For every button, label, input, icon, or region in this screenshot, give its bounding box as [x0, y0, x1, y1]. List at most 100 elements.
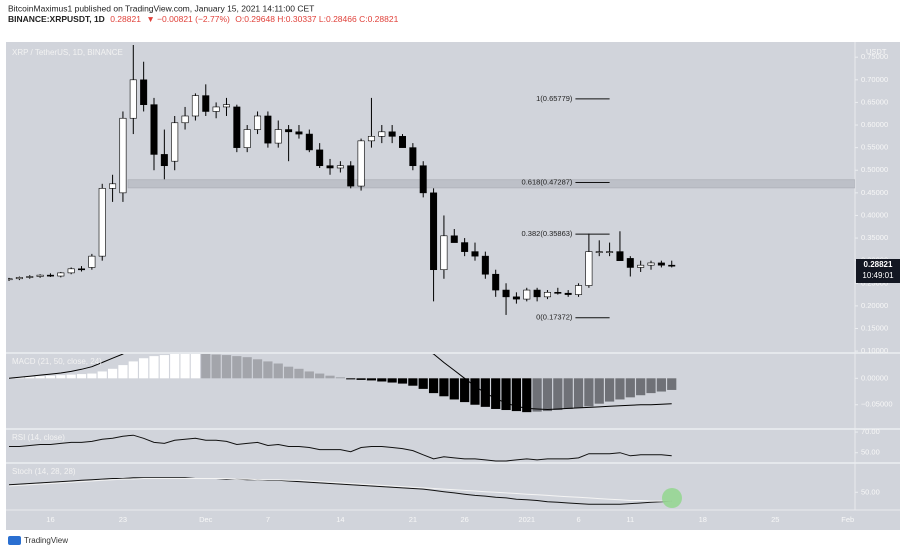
candle-body: [88, 255, 96, 268]
histogram-bar: [532, 378, 542, 412]
candle-body: [233, 106, 241, 148]
price: 0.28821: [110, 14, 141, 24]
histogram-bar: [128, 361, 138, 379]
histogram-bar: [221, 355, 232, 379]
candle-body: [409, 147, 417, 167]
histogram-bar: [211, 354, 221, 379]
candle-body: [399, 136, 407, 148]
countdown: 10:49:01: [862, 271, 894, 280]
histogram-bar: [118, 365, 128, 379]
histogram-bar: [377, 378, 387, 382]
pane-title: XRP / TetherUS, 1D, BINANCE: [12, 48, 123, 57]
y-tick-label: 0.10000: [861, 346, 888, 355]
indicator-line: [8, 478, 672, 502]
x-tick-label: Feb: [841, 515, 854, 524]
histogram-bar: [149, 356, 159, 379]
y-tick-label: 0.65000: [861, 97, 888, 106]
y-tick-label: 70.00: [861, 427, 880, 436]
zone: [127, 179, 855, 189]
pane: [8, 45, 855, 319]
histogram-bar: [460, 378, 470, 403]
publish-line: BitcoinMaximus1 published on TradingView…: [8, 3, 314, 13]
candle-body: [347, 165, 355, 187]
brand-logo: [8, 536, 21, 545]
histogram-bar: [397, 378, 408, 384]
chart-background: [6, 42, 900, 530]
candle-body: [461, 242, 469, 252]
histogram-bar: [366, 378, 377, 381]
candle-body: [202, 95, 210, 112]
candle-body: [212, 106, 220, 112]
candle-body: [585, 251, 593, 286]
fib-label: 1(0.65779): [536, 94, 573, 103]
histogram-bar: [284, 366, 294, 379]
candle-body: [554, 292, 562, 294]
y-tick-label: 0.35000: [861, 233, 888, 242]
x-tick-label: 18: [699, 515, 707, 524]
histogram-bar: [553, 378, 563, 411]
candle-body: [8, 278, 13, 281]
histogram-bar: [190, 354, 201, 379]
candle-body: [295, 131, 303, 135]
histogram-bar: [107, 368, 118, 379]
candle-body: [150, 104, 158, 155]
candle-body: [430, 192, 438, 271]
candle-body: [222, 104, 230, 108]
y-tick-label: −0.05000: [861, 400, 893, 409]
candle-body: [78, 268, 86, 271]
last-price-box: [856, 258, 900, 283]
histogram-bar: [428, 378, 439, 394]
histogram-bar: [542, 378, 553, 412]
candle-body: [367, 136, 375, 142]
y-tick-label: 0.20000: [861, 301, 888, 310]
candle-body: [26, 276, 34, 278]
fib-label: 0.618(0.47287): [522, 177, 573, 186]
x-tick-label: 21: [409, 515, 417, 524]
histogram-bar: [604, 378, 615, 402]
candle-body: [171, 122, 179, 162]
histogram-bar: [232, 356, 242, 379]
candle-body: [357, 140, 365, 187]
histogram-bar: [170, 354, 180, 379]
candle-body: [46, 274, 54, 277]
candle-body: [243, 129, 251, 148]
y-tick-label: 0.50000: [861, 165, 888, 174]
histogram-bar: [356, 378, 366, 380]
histogram-bar: [45, 375, 56, 379]
last-price-label: 0.28821: [864, 260, 893, 269]
candle-body: [316, 149, 324, 167]
candle-body: [274, 129, 282, 144]
symbol-line: BINANCE:XRPUSDT, 1D 0.28821 ▼ −0.00821 (…: [8, 14, 399, 24]
candle-body: [481, 255, 489, 275]
plots: 16 23 Dec 7 14 21 26 2021 6 11 18 25 Feb XRP / Tether…: [6, 45, 900, 524]
candle-body: [254, 115, 262, 130]
histogram-bar: [491, 378, 501, 409]
histogram-bar: [304, 371, 314, 379]
candle-body: [647, 262, 655, 266]
histogram-bar: [511, 378, 522, 412]
histogram-bar: [315, 373, 325, 379]
histogram-bar: [87, 373, 97, 379]
candle-body: [626, 258, 634, 268]
candle-body: [616, 251, 624, 261]
candle-body: [326, 165, 334, 169]
indicator-line: [8, 477, 672, 505]
histogram-bar: [501, 378, 511, 411]
candle-body: [637, 264, 645, 268]
histogram-bar: [439, 378, 449, 397]
brand: TradingView: [8, 536, 68, 545]
histogram-bar: [625, 378, 635, 398]
candle-body: [668, 264, 676, 267]
histogram-bar: [25, 376, 35, 379]
x-tick-label: 7: [266, 515, 270, 524]
candle-body: [450, 235, 458, 243]
pane-title: RSI (14, close): [12, 433, 65, 442]
histogram-bar: [76, 374, 87, 379]
histogram-bar: [139, 358, 149, 379]
candle-body: [606, 251, 614, 253]
y-tick-label: 50.00: [861, 487, 880, 496]
candle-body: [336, 165, 344, 169]
histogram-bar: [294, 368, 304, 379]
histogram-bar: [563, 378, 573, 409]
